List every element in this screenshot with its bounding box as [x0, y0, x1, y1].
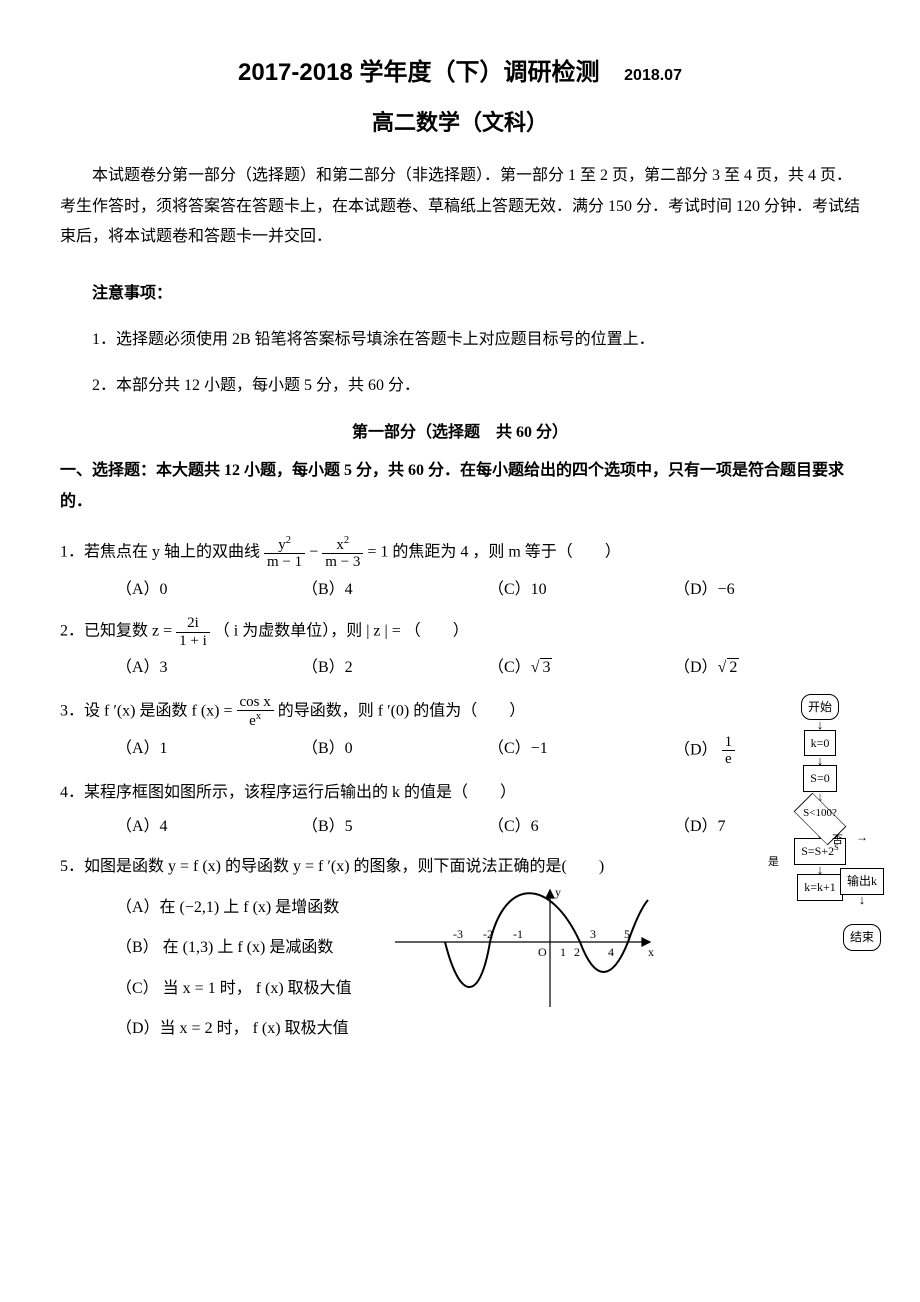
question-2: 2．已知复数 z = 2i 1 + i （ i 为虚数单位），则 | z | =… — [60, 615, 860, 649]
q2-stem: 2．已知复数 z = 2i 1 + i （ i 为虚数单位），则 | z | =… — [60, 615, 860, 649]
q1-opt-a: （A）0 — [116, 575, 302, 605]
q1-frac2: x2 m − 3 — [322, 535, 363, 571]
axis-x-label: x — [648, 945, 654, 959]
q2-stem-b: （ i 为虚数单位），则 | z | = （ ） — [214, 623, 469, 640]
exam-date: 2018.07 — [624, 67, 682, 84]
q1-stem-b: 的焦距为 4 ，则 m 等于（ ） — [392, 544, 620, 561]
question-4: 4．某程序框图如图所示，该程序运行后输出的 k 的值是（ ） — [60, 778, 860, 808]
q3-opt-b: （B）0 — [302, 734, 488, 768]
q1-stem-a: 1．若焦点在 y 轴上的双曲线 — [60, 544, 264, 561]
q3-frac: cos x ex — [237, 694, 274, 730]
fc-step-k0: k=0 — [804, 730, 837, 757]
q3-stem: 3．设 f ′(x) 是函数 f (x) = cos x ex 的导函数，则 f… — [60, 694, 860, 730]
q3-opt-a: （A）1 — [116, 734, 302, 768]
svg-text:1: 1 — [560, 945, 566, 959]
exam-intro: 本试题卷分第一部分（选择题）和第二部分（非选择题）．第一部分 1 至 2 页，第… — [60, 161, 860, 252]
q2-stem-a: 2．已知复数 z = — [60, 623, 176, 640]
section-1-instructions: 一、选择题：本大题共 12 小题，每小题 5 分，共 60 分．在每小题给出的四… — [60, 456, 860, 517]
q5-opt-d: （D）当 x = 2 时， f (x) 取极大值 — [116, 1014, 860, 1044]
svg-text:4: 4 — [608, 945, 614, 959]
svg-text:2: 2 — [574, 945, 580, 959]
q2-frac: 2i 1 + i — [176, 615, 210, 649]
question-3: 3．设 f ′(x) 是函数 f (x) = cos x ex 的导函数，则 f… — [60, 694, 860, 730]
origin-label: O — [538, 945, 547, 959]
q1-opt-b: （B）4 — [302, 575, 488, 605]
exam-subtitle: 高二数学（文科） — [60, 102, 860, 144]
q1-frac1: y2 m − 1 — [264, 535, 305, 571]
q2-opt-a: （A）3 — [116, 653, 302, 683]
q4-stem: 4．某程序框图如图所示，该程序运行后输出的 k 的值是（ ） — [60, 778, 860, 808]
title-main-text: 2017-2018 学年度（下）调研检测 — [238, 59, 599, 86]
q2-opt-b: （B）2 — [302, 653, 488, 683]
arrow-down-icon: ↓ — [740, 756, 900, 765]
q3-opt-c: （C）−1 — [488, 734, 674, 768]
q4-opt-b: （B）5 — [302, 812, 488, 842]
q2-opt-c: （C）3 — [488, 653, 674, 683]
q5-derivative-graph: y x O -3 -2 -1 1 2 3 4 5 — [390, 882, 660, 1012]
q1-options: （A）0 （B）4 （C）10 （D）−6 — [60, 575, 860, 605]
question-1: 1．若焦点在 y 轴上的双曲线 y2 m − 1 − x2 m − 3 = 1 … — [60, 535, 860, 571]
axis-y-label: y — [555, 885, 561, 899]
derivative-curve — [445, 894, 648, 988]
question-5: 5．如图是函数 y = f (x) 的导函数 y = f ′(x) 的图象，则下… — [60, 852, 860, 1044]
q2-opt-d: （D）2 — [674, 653, 860, 683]
q5-stem: 5．如图是函数 y = f (x) 的导函数 y = f ′(x) 的图象，则下… — [60, 852, 860, 882]
lower-block: 开始 ↓ k=0 ↓ S=0 ↓ S<100? 是 否 ↓ S=S+2S ↓ k… — [60, 694, 860, 1045]
q1-stem: 1．若焦点在 y 轴上的双曲线 y2 m − 1 − x2 m − 3 = 1 … — [60, 535, 860, 571]
q4-opt-a: （A）4 — [116, 812, 302, 842]
notice-item-2: 2．本部分共 12 小题，每小题 5 分，共 60 分． — [60, 371, 860, 401]
notice-item-1: 1．选择题必须使用 2B 铅笔将答案标号填涂在答题卡上对应题目标号的位置上． — [60, 325, 860, 355]
q4-opt-c: （C）6 — [488, 812, 674, 842]
svg-text:-3: -3 — [453, 927, 463, 941]
svg-text:-1: -1 — [513, 927, 523, 941]
q1-opt-d: （D）−6 — [674, 575, 860, 605]
q1-eq: = 1 — [367, 544, 388, 561]
section-1-title: 第一部分（选择题 共 60 分） — [60, 418, 860, 448]
q2-options: （A）3 （B）2 （C）3 （D）2 — [60, 653, 860, 683]
svg-text:3: 3 — [590, 927, 596, 941]
notice-heading: 注意事项： — [60, 279, 860, 309]
q3-stem-a: 3．设 f ′(x) 是函数 f (x) = — [60, 702, 237, 719]
q1-opt-c: （C）10 — [488, 575, 674, 605]
q3-stem-b: 的导函数，则 f ′(0) 的值为（ ） — [278, 702, 526, 719]
exam-title: 2017-2018 学年度（下）调研检测 2018.07 — [60, 50, 860, 96]
